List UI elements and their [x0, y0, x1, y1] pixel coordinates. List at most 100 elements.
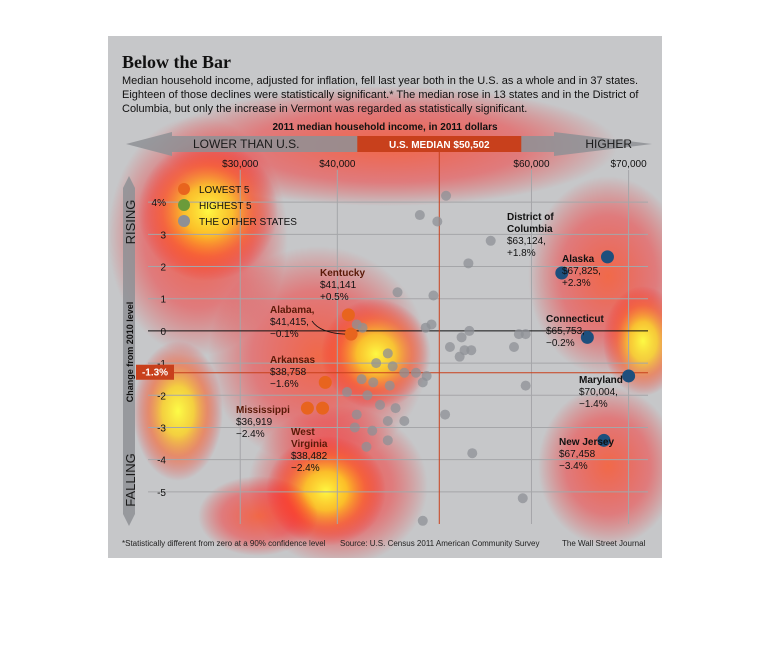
point-other — [382, 416, 393, 427]
side-rising-label: RISING — [123, 200, 138, 245]
annotation-change-kentucky: +0.5% — [320, 292, 349, 303]
chart-title: Below the Bar — [122, 52, 231, 72]
y-tick-label: 4% — [152, 198, 167, 209]
y-axis-title: Change from 2010 level — [125, 302, 135, 403]
credit: The Wall Street Journal — [562, 539, 646, 548]
annotation-change-west-virginia: −2.4% — [291, 463, 320, 474]
point-highest — [600, 250, 614, 264]
annotation-change-mississippi: −2.4% — [236, 429, 265, 440]
point-other — [382, 435, 393, 446]
legend-marker-lowest — [178, 183, 190, 195]
annotation-name-maryland: Maryland — [579, 375, 623, 386]
annotation-income-new-jersey: $67,458 — [559, 449, 596, 460]
point-other — [367, 425, 378, 436]
y-tick-label: -1 — [157, 359, 166, 370]
point-other — [485, 235, 496, 246]
annotation-name-west-virginia: Virginia — [291, 439, 328, 450]
annotation-name-west-virginia: West — [291, 427, 315, 438]
point-highest — [622, 369, 636, 383]
point-other — [428, 290, 439, 301]
point-other — [362, 390, 373, 401]
point-lowest — [318, 375, 332, 389]
point-other — [349, 422, 360, 433]
x-tick-label: $70,000 — [611, 159, 648, 170]
legend-marker-highest — [178, 199, 190, 211]
footnote: *Statistically different from zero at a … — [122, 539, 326, 548]
point-other — [390, 403, 401, 414]
legend-marker-other — [178, 215, 190, 227]
chart-subtitle: Median household income, adjusted for in… — [122, 75, 639, 115]
annotation-income-kentucky: $41,141 — [320, 280, 357, 291]
annotation-income-alabama: $41,415, — [270, 317, 309, 328]
annotation-name-alabama: Alabama, — [270, 305, 315, 316]
banner-lower-label: LOWER THAN U.S. — [193, 137, 299, 151]
y-tick-label: 1 — [160, 295, 166, 306]
legend-label-lowest: LOWEST 5 — [199, 185, 250, 196]
point-other — [356, 374, 367, 385]
point-other — [454, 351, 465, 362]
point-other — [368, 377, 379, 388]
point-other — [440, 409, 451, 420]
point-other — [456, 332, 467, 343]
point-other — [463, 258, 474, 269]
y-tick-label: 3 — [160, 230, 166, 241]
annotation-name-arkansas: Arkansas — [270, 355, 315, 366]
point-other — [375, 399, 386, 410]
annotation-income-mississippi: $36,919 — [236, 417, 273, 428]
point-other — [342, 387, 353, 398]
point-lowest — [300, 401, 314, 415]
annotation-name-district-of-columbia: Columbia — [507, 224, 553, 235]
annotation-leader-alabama — [311, 320, 346, 335]
point-highest — [597, 433, 611, 447]
point-other — [382, 348, 393, 359]
annotation-change-connecticut: −0.2% — [546, 338, 575, 349]
annotation-change-alabama: −0.1% — [270, 329, 299, 340]
annotation-name-new-jersey: New Jersey — [559, 437, 614, 448]
source-note: Source: U.S. Census 2011 American Commun… — [340, 539, 540, 548]
annotation-change-new-jersey: −3.4% — [559, 461, 588, 472]
point-other — [399, 367, 410, 378]
point-other — [426, 319, 437, 330]
annotation-change-maryland: −1.4% — [579, 399, 608, 410]
annotation-name-district-of-columbia: District of — [507, 212, 554, 223]
median-label: U.S. MEDIAN $50,502 — [389, 140, 490, 151]
annotation-name-mississippi: Mississippi — [236, 405, 290, 416]
us-change-badge — [136, 364, 174, 380]
point-other — [417, 377, 428, 388]
point-other — [384, 380, 395, 391]
y-tick-label: -4 — [157, 456, 166, 467]
banner-higher-label: HIGHER — [585, 137, 632, 151]
median-banner — [357, 136, 522, 152]
point-highest — [555, 266, 569, 280]
annotation-change-arkansas: −1.6% — [270, 379, 299, 390]
point-other — [351, 409, 362, 420]
point-other — [432, 216, 443, 227]
annotation-name-connecticut: Connecticut — [546, 314, 604, 325]
point-other — [509, 342, 520, 352]
point-other — [371, 358, 382, 369]
y-tick-label: 2 — [160, 263, 166, 274]
y-tick-label: -3 — [157, 423, 166, 434]
annotation-income-west-virginia: $38,482 — [291, 451, 328, 462]
legend-label-other: THE OTHER STATES — [199, 217, 297, 228]
annotation-name-kentucky: Kentucky — [320, 268, 365, 279]
point-lowest — [344, 327, 358, 341]
point-other — [467, 448, 478, 459]
x-tick-label: $30,000 — [222, 159, 259, 170]
us-change-label: -1.3% — [142, 368, 168, 379]
annotation-income-connecticut: $65,753, — [546, 326, 585, 337]
annotation-change-alaska: +2.3% — [562, 278, 591, 289]
point-other — [520, 380, 531, 391]
point-other — [520, 329, 531, 340]
y-tick-label: -2 — [157, 391, 166, 402]
y-tick-label: 0 — [160, 327, 166, 338]
point-other — [392, 287, 403, 298]
x-tick-label: $40,000 — [319, 159, 356, 170]
point-other — [387, 361, 398, 372]
x-tick-label: $60,000 — [513, 159, 550, 170]
point-highest — [580, 330, 594, 344]
point-other — [399, 416, 410, 427]
legend-label-highest: HIGHEST 5 — [199, 201, 252, 212]
annotation-change-district-of-columbia: +1.8% — [507, 248, 536, 259]
point-other — [417, 515, 428, 526]
